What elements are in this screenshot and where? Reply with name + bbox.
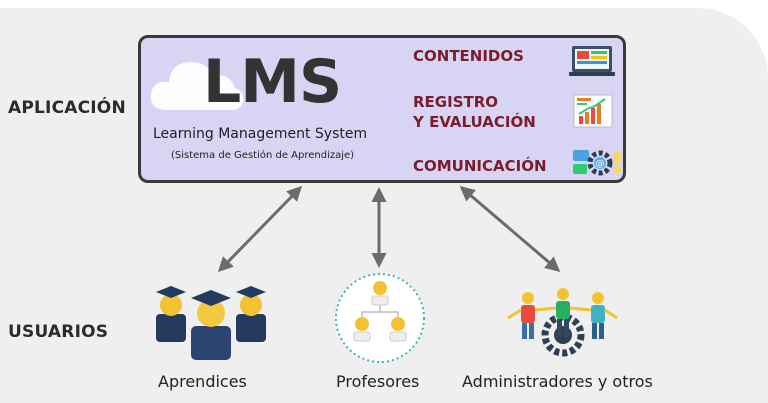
lms-subtitle: Learning Management System [153,126,368,142]
admins-label: Administradores y otros [462,372,653,391]
teachers-label: Profesores [336,372,420,391]
lms-box: LMS Learning Management System (Sistema … [138,35,626,183]
team-hierarchy-icon [335,273,425,363]
arrow-admins [459,186,561,272]
lms-subtitle-spanish: (Sistema de Gestión de Aprendizaje) [171,150,355,161]
feature-communication: COMUNICACIÓN [413,157,547,175]
application-label: APLICACIÓN [8,98,126,118]
chat-gear-icon: @ [573,150,621,176]
feature-contents: CONTENIDOS [413,47,524,65]
monitor-icon [569,46,615,76]
learners-label: Aprendices [158,372,247,391]
report-chart-icon [573,94,613,128]
feature-registry-line1: REGISTRO [413,93,499,111]
users-label: USUARIOS [8,322,109,342]
arrow-learners [217,185,303,273]
lms-title: LMS [203,47,342,117]
cloud-icon [150,62,244,110]
svg-text:@: @ [596,159,605,169]
feature-registry-line2: Y EVALUACIÓN [413,113,536,131]
people-gear-icon [507,288,618,357]
graduate-icon [156,286,266,360]
